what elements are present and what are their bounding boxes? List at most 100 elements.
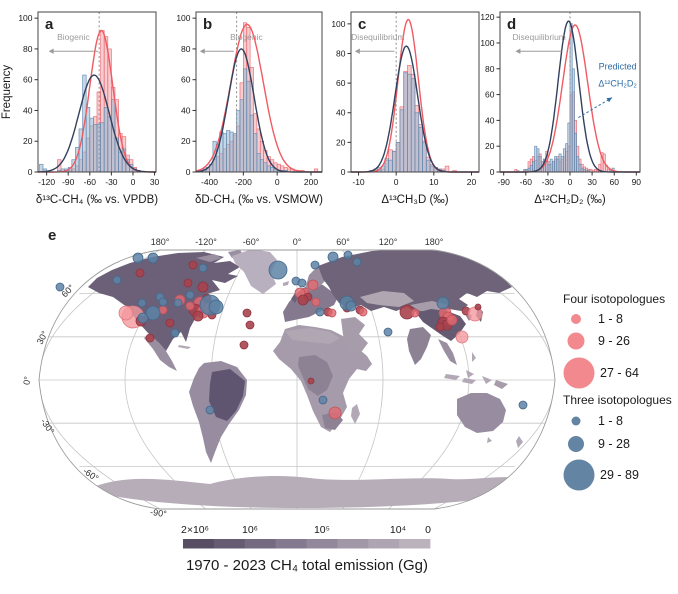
three-isotopologue-site-bubble: [158, 297, 168, 307]
three-isotopologue-site-bubble: [145, 305, 161, 321]
blue-bar: [111, 99, 116, 173]
left-arrowhead-icon: [199, 48, 205, 54]
blue-bar: [422, 142, 427, 173]
legend-blue-circle-medium: [568, 436, 584, 452]
four-isotopologue-site-bubble: [183, 278, 193, 288]
y-tick-label: 60: [336, 78, 346, 88]
continent-greenland: [232, 250, 277, 294]
blue-bar: [239, 99, 244, 173]
four-isotopologue-site-bubble: [197, 281, 209, 293]
y-tick-label: 40: [485, 115, 495, 125]
colorbar-segment: [337, 539, 369, 549]
colorbar-title: 1970 - 2023 CH₄ total emission (Gg): [186, 557, 428, 574]
lat-label: 0°: [21, 375, 32, 385]
blue-bar: [395, 142, 401, 173]
blue-bar: [399, 109, 405, 173]
panel-letter: a: [45, 16, 54, 33]
x-tick-label: -60: [520, 177, 533, 187]
three-isotopologue-site-bubble: [132, 252, 144, 264]
blue-bar: [392, 150, 397, 173]
x-tick-label: 0: [568, 177, 573, 187]
lon-label: -60°: [243, 237, 260, 247]
four-isotopologue-site-bubble: [145, 333, 155, 343]
continent-antarctica: [96, 475, 528, 508]
three-isotopologue-site-bubble: [173, 298, 183, 308]
histogram-panel-d: -90 -60 -30 0 30 60 90 0 20 40 60 80 100 120 Δ¹²CH₂D₂ …: [480, 11, 641, 206]
three-isotopologue-site-bubble: [327, 251, 339, 263]
four-isotopologue-site-bubble: [311, 297, 321, 307]
blue-bar: [429, 165, 435, 173]
region-new-zealand: [487, 436, 523, 448]
four-isotopologue-site-bubble: [135, 268, 145, 278]
continents: [88, 250, 528, 508]
blue-bar: [403, 72, 408, 173]
four-isotopologue-site-bubble: [245, 320, 255, 330]
four-isotopologue-site-bubble: [118, 305, 134, 321]
four-isotopologue-site-bubble: [192, 310, 204, 322]
y-tick-label: 40: [23, 105, 33, 115]
colorbar-segment: [368, 539, 400, 549]
three-isotopologue-site-bubble: [383, 327, 393, 337]
x-tick-label: 0: [275, 177, 280, 187]
x-tick-label: 30: [150, 177, 160, 187]
legend-item: 9 - 26: [598, 334, 630, 348]
x-tick-label: -30: [105, 177, 118, 187]
x-axis-label: Δ¹²CH₂D₂ (‰): [534, 194, 606, 206]
colorbar-segment: [275, 539, 307, 549]
predicted-arrow-line: [578, 97, 613, 119]
y-tick-label: 40: [181, 105, 191, 115]
histogram-panel-b: -400 -200 0 200 0 20 40 60 80 100 δD-CH₄ (‰ vs. VS…: [176, 11, 323, 206]
colorbar-segment: [213, 539, 246, 549]
hist-bars: [39, 30, 141, 173]
blue-bar: [407, 73, 412, 173]
bubble-legend: Four isotopologues 1 - 8 9 - 26 27 - 64 …: [563, 292, 672, 491]
continent-australia: [457, 393, 506, 433]
blue-bar: [414, 112, 420, 173]
blue-bar: [270, 167, 275, 173]
region-cuba: [178, 345, 191, 349]
three-isotopologue-site-bubble: [208, 299, 224, 315]
colorbar-tick: 2×10⁶: [181, 524, 209, 536]
hist-bars: [514, 23, 615, 173]
blue-bar: [410, 78, 416, 173]
histogram-panel-c: -10 0 10 20 0 20 40 60 80 100 Δ¹³CH₃D (‰) cDisequil…: [331, 11, 480, 206]
panel-letter: b: [203, 16, 212, 33]
four-isotopologue-site-bubble: [165, 318, 175, 328]
legend-item: 9 - 28: [598, 437, 630, 451]
four-isotopologue-site-bubble: [358, 307, 368, 317]
region-brazil: [209, 369, 245, 421]
region-central-asia: [360, 291, 414, 307]
three-isotopologue-site-bubble: [315, 307, 325, 317]
colorbar-segment: [183, 539, 215, 549]
continent-europe: [283, 283, 338, 322]
y-tick-label: 20: [485, 141, 495, 151]
x-tick-label: -90: [498, 177, 511, 187]
x-tick-label: -120: [38, 177, 55, 187]
colorbar-gradient: [183, 539, 431, 549]
histogram-panel-a: -120 -90 -60 -30 0 30 0 20 40 60 80 100 δ¹³C-CH₄ (‰ …: [1, 11, 160, 206]
annotation-text: Biogenic: [230, 32, 263, 42]
y-tick-label: 80: [23, 44, 33, 54]
region-se-asia: [438, 339, 457, 365]
four-isotopologue-site-bubble: [188, 260, 198, 270]
x-tick-label: -30: [542, 177, 555, 187]
legend-blue-circle-large: [563, 459, 595, 491]
legend-item: 29 - 89: [600, 468, 639, 482]
three-isotopologue-site-bubble: [185, 290, 195, 300]
annotation-text: Disequilibrium: [351, 32, 404, 42]
three-isotopologue-site-bubble: [297, 278, 307, 288]
y-tick-label: 60: [485, 90, 495, 100]
region-madagascar: [351, 404, 360, 424]
x-axis-label: Δ¹³CH₃D (‰): [381, 194, 448, 206]
region-indonesia: [444, 352, 492, 384]
region-central-africa: [298, 355, 333, 396]
lon-label: 0°: [293, 237, 302, 247]
region-middle-east: [341, 317, 368, 355]
legend-item: 1 - 8: [598, 312, 623, 326]
y-tick-label: 20: [23, 136, 33, 146]
left-arrowhead-icon: [48, 48, 54, 54]
longitude-labels: 180° -120° -60° 0° 60° 120° 180°: [151, 237, 444, 247]
y-tick-label: 120: [480, 12, 494, 22]
blue-bar: [226, 130, 231, 173]
x-tick-label: -10: [352, 177, 365, 187]
